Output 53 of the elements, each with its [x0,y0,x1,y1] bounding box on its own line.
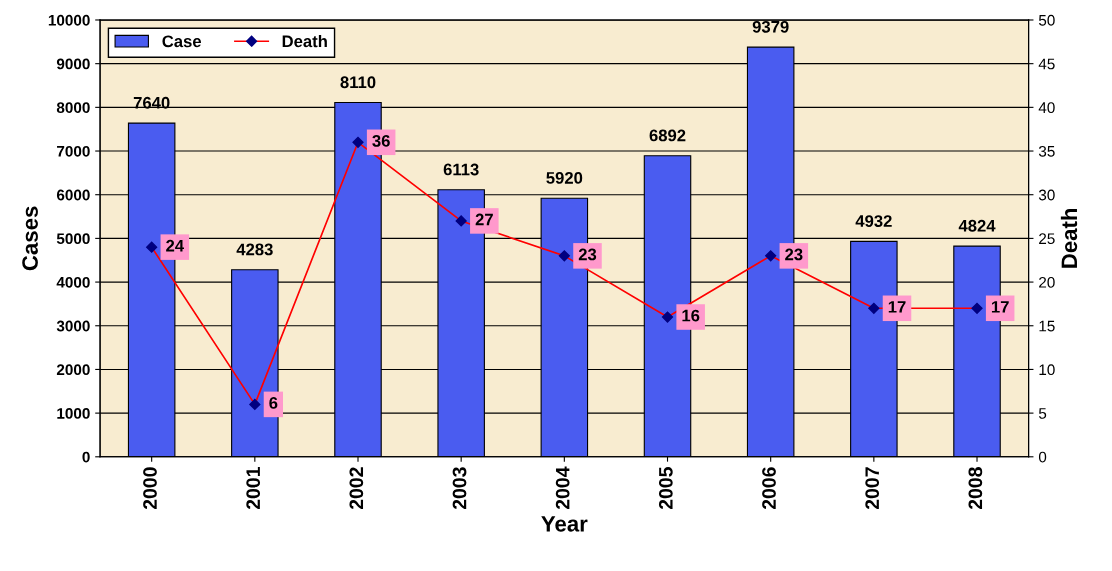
y2-tick-label: 40 [1038,102,1055,114]
x-tick-label: 2001 [246,467,261,510]
data-label: 8110 [340,76,376,89]
y-tick-label: 7000 [57,145,90,157]
data-label: 27 [475,213,493,226]
y2-tick-label: 5 [1038,408,1047,419]
y2-tick-label: 20 [1039,276,1055,288]
data-label: 9379 [752,20,789,33]
x-tick-label: 2007 [865,467,880,510]
y-tick-label: 0 [82,451,90,463]
y-tick-label: 2000 [56,364,90,376]
y-tick-label: 9000 [56,58,90,70]
data-label: 4283 [236,243,273,256]
data-label: 4932 [855,215,892,227]
y-tick-label: 3000 [56,320,90,332]
y-tick-label: 6000 [56,189,90,201]
y2-tick-label: 15 [1039,320,1055,332]
y-tick-label: 8000 [56,102,90,114]
y2-tick-label: 35 [1038,145,1055,157]
data-label: 23 [578,248,597,261]
data-label: 17 [888,301,906,313]
y-tick-label: 10000 [48,14,90,26]
y2-axis-title: Death [1060,208,1078,268]
data-label: 24 [166,239,184,252]
data-label: 6892 [649,129,686,142]
y-tick-label: 5000 [56,233,90,245]
x-tick-label: 2005 [658,467,673,510]
data-label: 16 [682,309,700,322]
x-tick-label: 2002 [349,467,364,510]
legend-label: Death [282,34,327,48]
data-label: 36 [372,134,390,147]
y-tick-label: 1000 [57,407,90,419]
y-axis-title: Cases [22,206,38,271]
data-label: 5920 [546,172,583,184]
x-tick-label: 2006 [762,467,776,510]
data-label: 6113 [443,163,479,176]
data-label: 23 [785,248,803,261]
x-tick-label: 2008 [968,467,983,510]
y2-tick-label: 30 [1038,189,1055,201]
y2-tick-label: 10 [1039,364,1055,376]
y2-tick-label: 0 [1038,451,1047,463]
y2-tick-label: 45 [1038,58,1055,70]
legend-label: Case [162,35,202,48]
data-label: 17 [991,301,1009,313]
data-label: 4824 [958,219,996,232]
x-tick-label: 2004 [555,466,570,510]
x-tick-label: 2000 [143,467,157,510]
x-tick-label: 2003 [452,467,467,510]
y2-tick-label: 50 [1038,14,1055,26]
x-axis-title: Year [541,516,588,532]
data-label: 6 [269,397,278,409]
y2-tick-label: 25 [1039,233,1055,245]
y-tick-label: 4000 [56,276,90,288]
